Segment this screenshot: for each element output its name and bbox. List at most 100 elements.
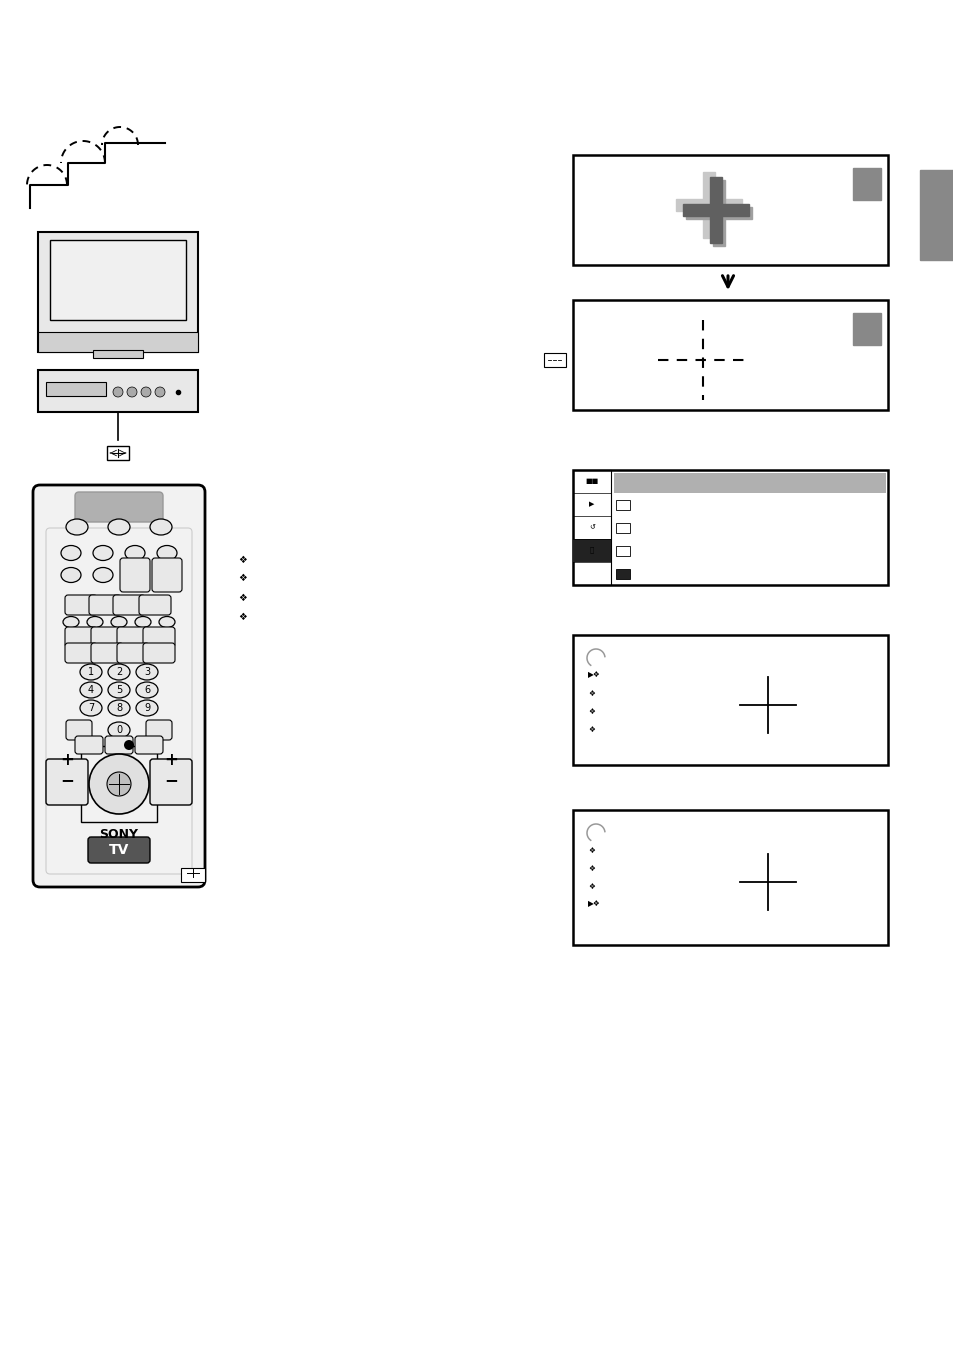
FancyBboxPatch shape — [91, 643, 123, 662]
Text: ❖: ❖ — [238, 554, 247, 565]
FancyBboxPatch shape — [117, 643, 149, 662]
Text: 3: 3 — [144, 666, 150, 677]
FancyBboxPatch shape — [75, 737, 103, 754]
Ellipse shape — [150, 519, 172, 536]
FancyBboxPatch shape — [65, 643, 97, 662]
Text: SONY: SONY — [99, 828, 138, 842]
Text: ⏰: ⏰ — [589, 546, 594, 553]
Bar — [38, 332, 198, 352]
Bar — [573, 635, 887, 765]
Bar — [616, 500, 629, 510]
Ellipse shape — [108, 683, 130, 697]
FancyBboxPatch shape — [105, 737, 132, 754]
Bar — [614, 473, 885, 492]
Bar — [543, 353, 565, 367]
Bar — [181, 867, 205, 882]
Text: ❖: ❖ — [238, 594, 247, 603]
Bar — [92, 349, 143, 357]
Text: −: − — [60, 772, 74, 789]
FancyBboxPatch shape — [91, 627, 123, 648]
Bar — [676, 200, 741, 210]
Ellipse shape — [92, 568, 112, 583]
Circle shape — [89, 754, 149, 813]
Ellipse shape — [108, 722, 130, 738]
Text: ▶❖: ▶❖ — [587, 670, 600, 680]
Text: ▣: ▣ — [588, 571, 595, 576]
Text: 5: 5 — [115, 685, 122, 695]
Bar — [852, 169, 880, 200]
Bar — [616, 569, 629, 580]
Text: ❖: ❖ — [238, 573, 247, 583]
Bar — [107, 447, 129, 460]
Bar — [919, 170, 953, 260]
Circle shape — [112, 387, 123, 397]
Ellipse shape — [125, 545, 145, 560]
Bar — [852, 313, 880, 345]
Ellipse shape — [87, 616, 103, 627]
Text: ❖: ❖ — [587, 881, 595, 890]
Bar — [46, 382, 106, 397]
FancyBboxPatch shape — [112, 595, 145, 615]
FancyBboxPatch shape — [146, 720, 172, 741]
Circle shape — [154, 387, 165, 397]
Text: ❖: ❖ — [587, 863, 595, 873]
Text: ❖: ❖ — [587, 707, 595, 715]
Bar — [712, 179, 724, 246]
FancyBboxPatch shape — [75, 492, 163, 522]
Bar — [616, 546, 629, 557]
Text: 6: 6 — [144, 685, 150, 695]
Ellipse shape — [157, 545, 177, 560]
Circle shape — [141, 387, 151, 397]
Text: −: − — [164, 772, 178, 789]
Ellipse shape — [61, 545, 81, 560]
FancyBboxPatch shape — [143, 627, 174, 648]
Bar — [573, 469, 610, 585]
Text: 8: 8 — [116, 703, 122, 714]
Ellipse shape — [108, 519, 130, 536]
Text: 1: 1 — [88, 666, 94, 677]
Circle shape — [127, 387, 137, 397]
Text: 7: 7 — [88, 703, 94, 714]
Bar — [573, 809, 887, 946]
FancyBboxPatch shape — [46, 759, 88, 805]
Ellipse shape — [63, 616, 79, 627]
Text: ❖: ❖ — [587, 846, 595, 854]
Ellipse shape — [92, 545, 112, 560]
Text: ❖: ❖ — [587, 724, 595, 734]
Bar — [50, 240, 186, 320]
Ellipse shape — [111, 616, 127, 627]
Text: ❖: ❖ — [587, 688, 595, 697]
Text: 9: 9 — [144, 703, 150, 714]
Text: +: + — [164, 751, 178, 769]
Ellipse shape — [135, 616, 151, 627]
FancyBboxPatch shape — [150, 759, 192, 805]
Bar — [573, 469, 887, 585]
Bar — [38, 232, 198, 352]
FancyBboxPatch shape — [88, 836, 150, 863]
Ellipse shape — [108, 664, 130, 680]
FancyBboxPatch shape — [152, 558, 182, 592]
Text: 4: 4 — [88, 685, 94, 695]
FancyBboxPatch shape — [65, 627, 97, 648]
Circle shape — [107, 772, 131, 796]
Ellipse shape — [159, 616, 174, 627]
FancyBboxPatch shape — [33, 486, 205, 888]
FancyBboxPatch shape — [117, 627, 149, 648]
Bar — [616, 523, 629, 533]
Ellipse shape — [80, 700, 102, 716]
Bar — [709, 177, 721, 243]
Bar — [81, 746, 157, 822]
Text: TV: TV — [109, 843, 129, 857]
FancyBboxPatch shape — [89, 595, 121, 615]
Text: ■■: ■■ — [585, 478, 598, 484]
Ellipse shape — [136, 664, 158, 680]
FancyBboxPatch shape — [143, 643, 174, 662]
FancyBboxPatch shape — [66, 720, 91, 741]
Text: ❖: ❖ — [238, 612, 247, 622]
Ellipse shape — [108, 700, 130, 716]
Ellipse shape — [80, 683, 102, 697]
FancyBboxPatch shape — [65, 595, 97, 615]
Circle shape — [124, 741, 133, 750]
Bar — [685, 206, 751, 219]
Text: 2: 2 — [115, 666, 122, 677]
